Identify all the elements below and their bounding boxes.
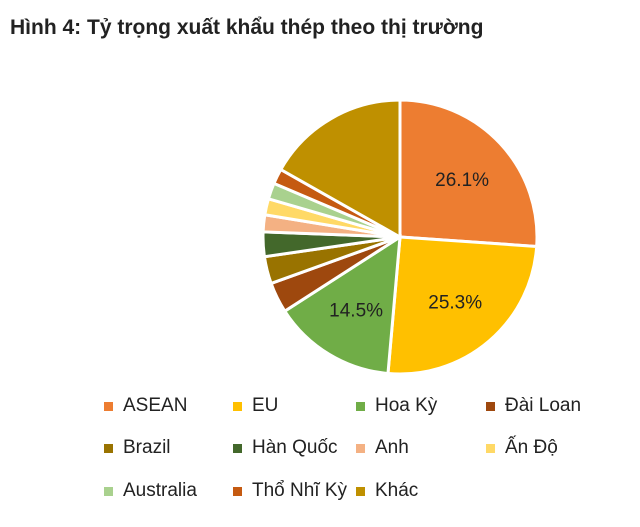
pie-slice-2 [282, 234, 402, 376]
legend-label: Thổ Nhĩ Kỳ [252, 480, 348, 501]
legend-label: Brazil [123, 437, 171, 458]
legend-item: Hoa Kỳ [356, 394, 437, 418]
pie-data-label: 14.5% [329, 301, 383, 322]
legend-swatch [233, 486, 242, 496]
legend-swatch [104, 443, 113, 453]
legend-item: Ấn Độ [486, 436, 558, 460]
legend-swatch [233, 443, 242, 453]
legend-label: Ấn Độ [505, 437, 558, 458]
chart-title: Hình 4: Tỷ trọng xuất khẩu thép theo thị… [10, 16, 484, 39]
legend-label: Australia [123, 480, 197, 501]
legend-label: Hàn Quốc [252, 437, 338, 458]
legend-item: Thổ Nhĩ Kỳ [233, 479, 347, 503]
legend-item: Brazil [104, 436, 171, 460]
legend-swatch [104, 401, 113, 411]
legend-swatch [486, 401, 495, 411]
pie-data-label: 25.3% [428, 293, 482, 314]
pie-slice-10 [278, 98, 402, 240]
legend-label: Anh [375, 437, 409, 458]
legend-swatch [486, 443, 495, 453]
legend-item: ASEAN [104, 394, 187, 418]
legend-item: Hàn Quốc [233, 436, 338, 460]
legend-swatch [356, 443, 365, 453]
legend-item: EU [233, 394, 278, 418]
legend-swatch [104, 486, 113, 496]
legend-swatch [356, 401, 365, 411]
legend-label: Khác [375, 480, 419, 501]
legend-swatch [356, 486, 365, 496]
pie-slice-1 [386, 235, 539, 376]
pie-data-label: 26.1% [435, 170, 489, 191]
legend-item: Anh [356, 436, 409, 460]
legend-item: Australia [104, 479, 197, 503]
legend-label: ASEAN [123, 395, 188, 416]
legend-item: Đài Loan [486, 394, 581, 418]
legend-swatch [233, 401, 242, 411]
pie-slice-0 [398, 98, 539, 249]
legend-label: Đài Loan [505, 395, 582, 416]
legend-label: Hoa Kỳ [375, 395, 438, 416]
legend-item: Khác [356, 479, 418, 503]
legend-label: EU [252, 395, 279, 416]
